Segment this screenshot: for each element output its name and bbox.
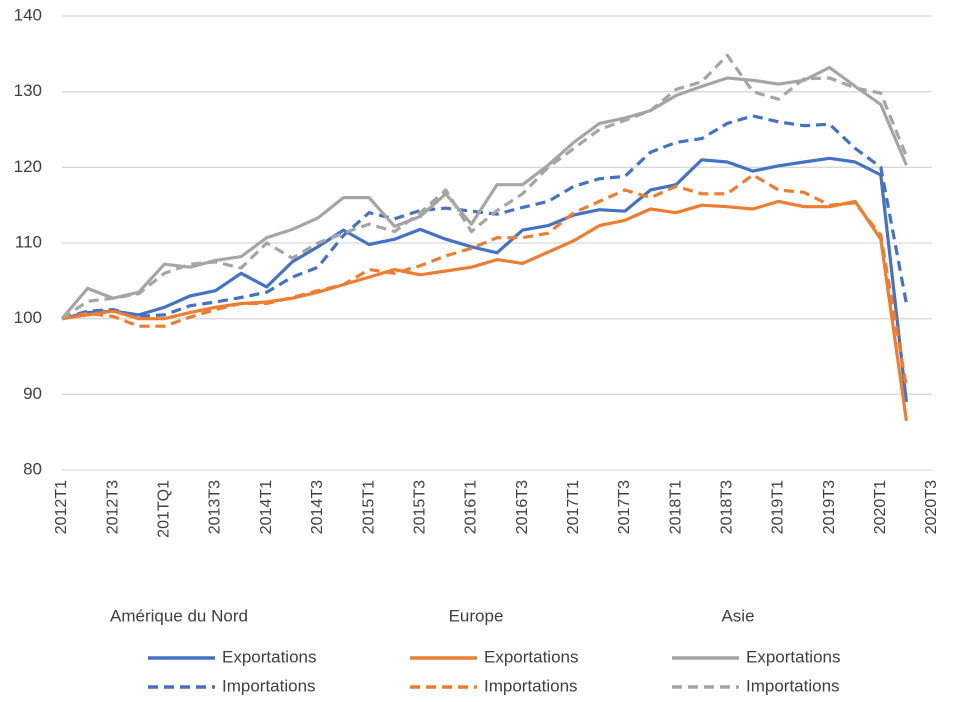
series-line [61, 173, 908, 388]
y-tick-label: 110 [15, 232, 42, 251]
x-tick-label: 2017T3 [616, 480, 633, 534]
legend-label: Importations [222, 676, 316, 695]
y-tick-label: 120 [14, 157, 42, 176]
series-line [61, 114, 908, 321]
legend-label: Importations [746, 676, 840, 695]
legend-group: Asie [721, 606, 754, 625]
x-tick-label: 2015T3 [411, 480, 428, 534]
series-line [61, 53, 908, 321]
x-tick-label: 2018T1 [667, 480, 684, 534]
legend-label: Importations [484, 676, 578, 695]
series-line [61, 199, 908, 422]
x-tick-label: 2016T3 [514, 480, 531, 534]
x-tick-label: 2014T3 [309, 480, 326, 534]
x-tick-label: 2020T1 [872, 480, 889, 534]
y-tick-label: 140 [14, 5, 42, 24]
y-tick-label: 80 [23, 459, 42, 478]
legend-group: Amérique du Nord [110, 606, 248, 625]
x-tick-label: 201TQ1 [156, 480, 173, 538]
legend-label: Exportations [484, 647, 579, 666]
x-tick-label: 2016T1 [463, 480, 480, 534]
x-tick-label: 2020T3 [923, 480, 940, 534]
series-line [61, 156, 908, 403]
x-tick-label: 2019T3 [821, 480, 838, 534]
x-tick-label: 2012T3 [104, 480, 121, 534]
y-tick-label: 130 [14, 81, 42, 100]
series-line [60, 65, 908, 320]
x-tick-label: 2013T3 [207, 480, 224, 534]
legend-label: Exportations [222, 647, 317, 666]
x-tick-label: 2012T1 [53, 480, 70, 534]
x-tick-label: 2018T3 [719, 480, 736, 534]
legend-label: Exportations [746, 647, 841, 666]
x-tick-label: 2019T1 [770, 480, 787, 534]
y-tick-label: 90 [23, 384, 42, 403]
legend-group: Europe [449, 606, 504, 625]
x-tick-label: 2017T1 [565, 480, 582, 534]
x-tick-label: 2015T1 [360, 480, 377, 534]
y-tick-label: 100 [14, 308, 42, 327]
x-tick-label: 2014T1 [258, 480, 275, 534]
